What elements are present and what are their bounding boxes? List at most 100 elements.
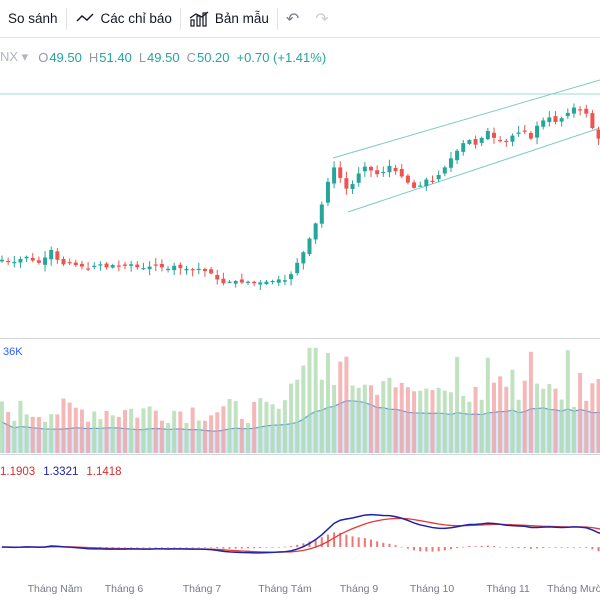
volume-bar <box>123 409 127 453</box>
volume-bar <box>104 410 109 453</box>
indicators-button[interactable]: Các chỉ báo <box>67 0 180 37</box>
compare-button[interactable]: So sánh <box>0 0 66 37</box>
macd-histogram-bar <box>117 547 120 548</box>
time-axis-label: Tháng 7 <box>182 583 222 595</box>
candle-body <box>436 174 441 180</box>
candle-body <box>307 238 312 255</box>
macd-histogram-bar <box>572 547 575 548</box>
undo-icon[interactable]: ↶ <box>285 10 300 28</box>
pane-divider[interactable] <box>0 454 600 455</box>
volume-bar <box>565 350 570 453</box>
volume-bar <box>492 382 496 453</box>
candle-body <box>30 257 35 261</box>
volume-bar <box>184 422 189 453</box>
volume-bar <box>215 412 220 453</box>
volume-bar <box>295 379 300 453</box>
macd-histogram-bar <box>388 543 391 547</box>
volume-bar <box>504 386 509 453</box>
volume-pane[interactable] <box>0 339 600 453</box>
candle-body <box>110 265 115 268</box>
macd-histogram-bar <box>474 546 477 547</box>
candle-body <box>442 167 447 174</box>
macd-histogram-bar <box>499 546 502 548</box>
macd-histogram-bar <box>283 546 286 548</box>
candle-body <box>332 167 337 184</box>
volume-bar <box>301 365 306 453</box>
macd-line <box>1 513 600 554</box>
time-axis[interactable]: Tháng Năm Tháng 6 Tháng 7 Tháng Tám Tháng 9 T… <box>0 578 600 600</box>
macd-histogram-bar <box>105 547 108 548</box>
pane-divider[interactable] <box>0 338 600 339</box>
macd-histogram-bar <box>277 546 280 548</box>
volume-bar <box>369 385 373 453</box>
candle-body <box>227 281 232 283</box>
candle-body <box>166 268 171 271</box>
candle-body <box>387 165 392 173</box>
templates-button[interactable]: Bản mẫu <box>181 0 277 37</box>
volume-bar <box>510 369 515 453</box>
volume-bar <box>325 353 330 453</box>
symbol-selector[interactable]: NX ▾ <box>0 49 29 64</box>
time-axis-label: Tháng 10 <box>409 583 455 595</box>
candle-body <box>6 260 11 263</box>
candle-body <box>221 278 226 284</box>
change-value: +0.70 (+1.41%) <box>236 49 327 65</box>
volume-bar <box>276 408 281 453</box>
volume-bar <box>172 410 177 453</box>
candle-body <box>36 260 41 263</box>
volume-bar <box>55 414 60 453</box>
macd-histogram-bar <box>290 546 293 547</box>
candle-body <box>258 282 263 285</box>
macd-histogram-bar <box>425 547 428 552</box>
candle-body <box>541 120 546 127</box>
candle-body <box>159 263 164 268</box>
macd-histogram-bar <box>505 547 508 548</box>
price-pane[interactable] <box>0 72 600 337</box>
open-value: 49.50 <box>49 49 82 65</box>
volume-bar <box>338 361 343 453</box>
macd-histogram-bar <box>579 547 582 548</box>
macd-histogram-bar <box>320 537 323 547</box>
volume-bar <box>0 401 4 453</box>
macd-histogram-bar <box>160 547 163 548</box>
top-toolbar: So sánh Các chỉ báo Bản mẫu ↶ ↷ <box>0 0 600 38</box>
time-axis-label: Tháng 9 <box>339 583 379 595</box>
volume-bar <box>375 394 380 453</box>
macd-histogram-bar <box>548 547 551 548</box>
volume-bar <box>485 357 490 453</box>
macd-histogram-bar <box>185 547 188 548</box>
redo-icon[interactable]: ↷ <box>315 10 329 28</box>
volume-bar <box>356 387 361 453</box>
volume-bar <box>246 422 250 453</box>
macd-pane[interactable] <box>0 455 600 577</box>
volume-bar <box>418 390 423 453</box>
volume-bar <box>442 390 447 453</box>
candle-body <box>393 167 398 172</box>
candle-body <box>12 262 17 264</box>
macd-histogram-bar <box>554 547 557 548</box>
volume-bar <box>24 414 29 453</box>
macd-histogram-bar <box>523 547 526 549</box>
volume-bar <box>498 376 503 453</box>
candle-body <box>147 266 152 270</box>
candle-body <box>516 132 521 134</box>
candle-body <box>375 170 380 175</box>
volume-bar <box>479 399 484 453</box>
macd-histogram-bar <box>124 547 126 548</box>
macd-histogram-bar <box>376 541 379 547</box>
macd-histogram-bar <box>167 547 170 548</box>
macd-histogram-bar <box>566 547 569 548</box>
candle-body <box>233 280 238 284</box>
volume-bar <box>49 414 54 453</box>
time-axis-label: Tháng Mười <box>547 583 600 595</box>
macd-histogram-bar <box>437 547 440 552</box>
candle-body <box>510 135 515 142</box>
volume-bar <box>313 347 318 453</box>
volume-bar <box>399 382 404 453</box>
volume-bar <box>350 385 355 453</box>
candle-body <box>239 279 244 283</box>
macd-histogram-bar <box>591 547 594 550</box>
macd-histogram-bar <box>136 547 139 548</box>
close-value: 50.20 <box>196 49 230 65</box>
volume-bar <box>319 379 324 453</box>
